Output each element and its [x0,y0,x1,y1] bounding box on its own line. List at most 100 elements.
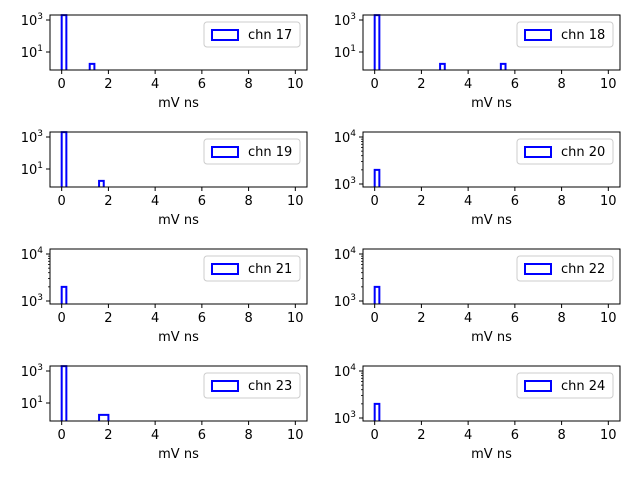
y-tick-label: 104 [21,246,44,263]
subplot-chn-23: 0 2 4 6 8 10 mV ns 103 101 chn 23 [21,363,308,462]
x-tick-label: 4 [151,311,159,326]
x-tick-label: 10 [287,428,304,443]
x-tick-label: 8 [244,311,252,326]
x-tick-label: 8 [244,77,252,92]
histogram-bin-1 [373,14,381,70]
histogram-bin-1 [373,285,381,304]
x-tick-label: 4 [464,311,472,326]
histogram-bin-1 [60,285,68,304]
x-tick-label: 0 [58,194,66,209]
legend-label: chn 22 [561,262,605,277]
x-tick-label: 10 [287,77,304,92]
y-tick-label: 101 [21,395,43,412]
x-tick-label: 4 [151,428,159,443]
legend-swatch [524,380,552,392]
x-tick-label: 0 [371,428,379,443]
legend-swatch [211,29,239,41]
axes-frame [362,365,621,422]
x-axis-label: mV ns [158,96,199,111]
x-tick-label: 6 [198,194,206,209]
histogram-bin-1 [60,365,68,421]
x-tick-label: 2 [417,311,425,326]
x-axis-label: mV ns [471,213,512,228]
histogram-bin-3 [499,62,507,70]
axes-frame [49,14,308,71]
x-tick-label: 10 [287,194,304,209]
y-tick-label: 104 [334,246,357,263]
y-tick-label: 104 [334,363,357,380]
histogram-bin-1 [60,14,68,70]
histogram-bin-2 [88,62,96,70]
x-tick-label: 4 [464,428,472,443]
subplot-chn-18: 0 2 4 6 8 10 mV ns 103 101 chn 18 [334,12,621,111]
legend-label: chn 19 [248,145,292,160]
subplot-chn-24: 0 2 4 6 8 10 mV ns 104 103 chn 24 [334,363,621,462]
y-tick-label: 103 [21,12,43,29]
legend-swatch [524,29,552,41]
x-tick-label: 0 [371,77,379,92]
legend-swatch [211,263,239,275]
x-tick-label: 0 [58,428,66,443]
x-tick-label: 2 [104,311,112,326]
x-tick-label: 10 [600,311,617,326]
legend-swatch [524,263,552,275]
x-axis-label: mV ns [158,447,199,462]
x-tick-label: 8 [244,194,252,209]
x-tick-label: 8 [557,77,565,92]
x-axis-label: mV ns [471,330,512,345]
histogram-bin-2 [98,179,105,187]
axes-frame [49,131,308,188]
histogram-bin-2 [98,413,110,421]
y-tick-label: 101 [21,44,43,61]
axes-frame [362,248,621,305]
x-tick-label: 2 [417,428,425,443]
histogram-bin-1 [373,168,381,187]
x-tick-label: 8 [557,311,565,326]
x-tick-label: 4 [464,194,472,209]
subplot-chn-17: 0 2 4 6 8 10 mV ns 103 101 chn 17 [21,12,308,111]
histogram-bin-1 [373,402,381,421]
legend-label: chn 24 [561,379,605,394]
x-tick-label: 0 [371,194,379,209]
x-tick-label: 6 [198,77,206,92]
legend-label: chn 18 [561,28,605,43]
x-tick-label: 6 [198,311,206,326]
x-tick-label: 10 [600,77,617,92]
y-tick-label: 103 [21,129,43,146]
x-tick-label: 6 [511,194,519,209]
x-tick-label: 8 [244,428,252,443]
x-axis-label: mV ns [471,447,512,462]
y-tick-label: 103 [21,363,43,380]
x-tick-label: 10 [600,194,617,209]
y-tick-label: 103 [21,293,43,310]
y-tick-label: 103 [334,293,356,310]
x-tick-label: 0 [371,311,379,326]
axes-frame [49,365,308,422]
x-axis-label: mV ns [158,213,199,228]
legend-label: chn 23 [248,379,292,394]
x-tick-label: 0 [58,311,66,326]
x-tick-label: 6 [511,311,519,326]
subplot-chn-19: 0 2 4 6 8 10 mV ns 103 101 chn 19 [21,129,308,228]
y-tick-label: 101 [334,44,356,61]
subplot-chn-22: 0 2 4 6 8 10 mV ns 104 103 chn 22 [334,246,621,345]
x-tick-label: 10 [600,428,617,443]
legend-swatch [211,146,239,158]
x-tick-label: 0 [58,77,66,92]
x-tick-label: 2 [104,77,112,92]
histogram-bin-1 [60,131,68,187]
x-axis-label: mV ns [158,330,199,345]
legend-label: chn 21 [248,262,292,277]
y-tick-label: 104 [334,129,357,146]
subplot-chn-20: 0 2 4 6 8 10 mV ns 104 103 chn 20 [334,129,621,228]
x-tick-label: 4 [151,77,159,92]
axes-frame [362,14,621,71]
legend-label: chn 20 [561,145,605,160]
legend-swatch [211,380,239,392]
x-tick-label: 2 [417,194,425,209]
axes-frame [362,131,621,188]
x-tick-label: 6 [511,77,519,92]
y-tick-label: 103 [334,176,356,193]
subplot-chn-21: 0 2 4 6 8 10 mV ns 104 103 chn 21 [21,246,308,345]
